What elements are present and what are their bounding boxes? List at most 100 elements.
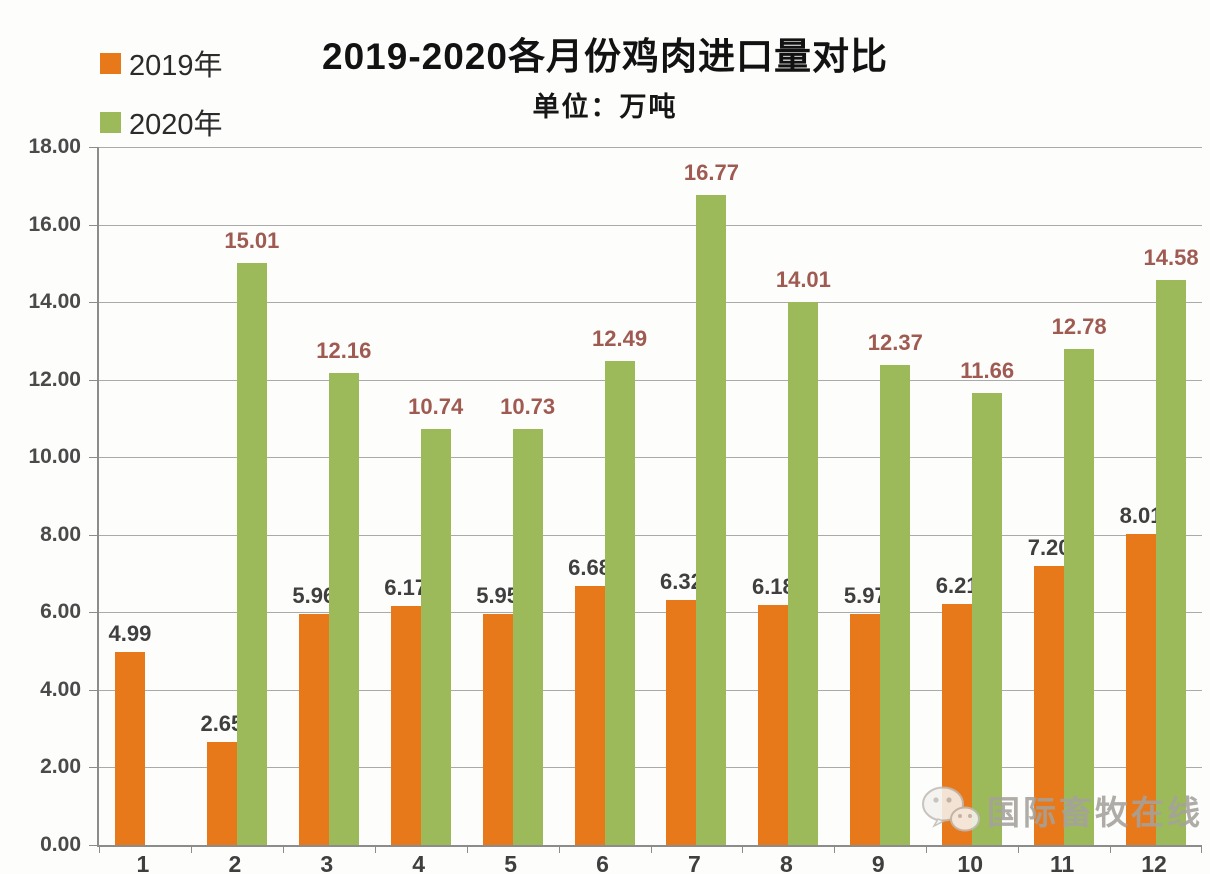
bar-2019年-month-3 [298, 613, 329, 845]
gridline-14 [99, 302, 1202, 304]
bar-label-2019年-month-10: 6.21 [935, 573, 979, 599]
y-axis-tick [89, 224, 98, 226]
bar-label-2020年-month-11: 12.78 [1051, 314, 1107, 340]
gridline-4 [99, 689, 1202, 691]
bar-2019年-month-8 [758, 605, 789, 845]
bar-2019年-month-7 [666, 599, 697, 845]
x-tick-label-month-4: 4 [412, 851, 426, 874]
x-axis: 1 2 3 4 5 6 7 8 9 10 11 12 [97, 851, 1200, 874]
bar-2020年-month-10 [972, 392, 1003, 845]
bar-label-2020年-month-7: 16.77 [683, 159, 739, 185]
bar-label-2020年-month-10: 11.66 [960, 357, 1015, 383]
y-tick-label: 10.00 [28, 445, 81, 469]
x-axis-tick [558, 845, 560, 853]
bar-2020年-month-7 [696, 194, 727, 845]
x-axis-tick [374, 845, 376, 853]
x-axis-tick [742, 845, 744, 853]
x-tick-label-month-8: 8 [779, 851, 793, 874]
y-tick-label: 16.00 [28, 212, 81, 236]
wechat-icon [922, 786, 980, 832]
x-tick-label-month-9: 9 [871, 851, 885, 874]
bar-label-2020年-month-6: 12.49 [592, 325, 648, 351]
bar-label-2020年-month-8: 14.01 [775, 266, 831, 292]
x-tick-label-month-2: 2 [228, 851, 242, 874]
x-axis-tick [190, 845, 192, 853]
x-axis-tick [99, 845, 100, 853]
x-tick-label-month-10: 10 [957, 851, 983, 874]
x-tick-label-month-11: 11 [1049, 851, 1075, 874]
x-axis-tick [282, 845, 284, 853]
chart-legend: 2019年 2020年 [100, 42, 223, 143]
bar-2020年-month-4 [420, 428, 451, 845]
gridline-16 [99, 224, 1202, 226]
bar-2019年-month-6 [574, 585, 605, 845]
x-axis-tick [834, 845, 836, 853]
bar-2019年-month-2 [206, 742, 237, 845]
y-axis-tick [89, 689, 98, 691]
legend-item-2020: 2020年 [100, 101, 223, 143]
y-tick-label: 6.00 [40, 600, 81, 624]
gridline-2 [99, 767, 1202, 769]
bar-2020年-month-3 [328, 373, 359, 845]
bar-label-2019年-month-1: 4.99 [108, 620, 152, 646]
bar-2020年-month-2 [236, 262, 267, 845]
y-tick-label: 8.00 [40, 522, 81, 546]
legend-item-2019: 2019年 [100, 42, 223, 84]
y-tick-label: 2.00 [40, 755, 81, 779]
gridline-18 [99, 147, 1202, 148]
y-tick-label: 18.00 [28, 135, 81, 158]
gridline-10 [99, 457, 1202, 459]
bar-2020年-month-11 [1064, 349, 1095, 845]
x-axis-tick [1110, 845, 1112, 853]
bar-2019年-month-9 [850, 613, 881, 845]
bar-2020年-month-9 [880, 365, 911, 845]
y-axis-tick [89, 302, 98, 304]
legend-label-2019: 2019年 [129, 50, 223, 82]
y-axis-tick [89, 457, 98, 459]
x-axis-tick [1201, 845, 1202, 853]
bar-2019年-month-1 [114, 651, 145, 845]
x-axis-tick [466, 845, 468, 853]
bar-2020年-month-6 [604, 360, 635, 845]
x-tick-label-month-7: 7 [688, 851, 701, 874]
y-tick-label: 14.00 [28, 290, 81, 314]
x-tick-label-month-6: 6 [596, 851, 609, 874]
bar-2020年-month-8 [788, 301, 819, 845]
gridline-12 [99, 379, 1202, 381]
y-tick-label: 0.00 [40, 833, 81, 856]
gridline-8 [99, 534, 1202, 536]
bar-label-2019年-month-2: 2.65 [200, 711, 244, 737]
y-tick-label: 12.00 [28, 367, 81, 391]
bar-label-2019年-month-12: 8.01 [1119, 503, 1163, 529]
y-tick-label: 4.00 [40, 677, 81, 701]
x-tick-label-month-12: 12 [1141, 851, 1167, 874]
x-axis-tick [926, 845, 928, 853]
watermark: 国际畜牧在线 [920, 784, 1203, 836]
bar-label-2019年-month-11: 7.20 [1027, 534, 1071, 560]
bar-2019年-month-4 [390, 605, 421, 845]
y-axis-tick [89, 612, 98, 614]
y-axis-tick [89, 379, 98, 381]
bar-label-2020年-month-9: 12.37 [867, 330, 923, 356]
bar-label-2020年-month-5: 10.73 [500, 393, 556, 419]
y-axis-tick [89, 534, 98, 536]
bar-label-2019年-month-8: 6.18 [751, 574, 795, 600]
x-tick-label-month-3: 3 [320, 851, 334, 874]
bar-label-2020年-month-12: 14.58 [1143, 244, 1199, 270]
y-axis-tick [89, 147, 98, 148]
y-axis: 0.00 2.00 4.00 6.00 8.00 10.00 12.00 14.00 16.00… [0, 135, 97, 856]
bar-2019年-month-11 [1034, 565, 1065, 845]
bar-label-2019年-month-7: 6.32 [660, 568, 703, 594]
x-tick-label-month-1: 1 [136, 851, 150, 874]
bar-label-2019年-month-9: 5.97 [843, 582, 887, 608]
y-axis-tick [89, 767, 98, 769]
legend-swatch-2019-icon [100, 52, 121, 74]
bar-label-2019年-month-6: 6.68 [568, 554, 611, 580]
bar-2019年-month-5 [482, 614, 513, 845]
x-tick-label-month-5: 5 [504, 851, 517, 874]
bar-label-2020年-month-4: 10.74 [408, 393, 464, 419]
x-axis-tick [650, 845, 652, 853]
bar-2020年-month-12 [1156, 279, 1187, 845]
y-axis-tick [89, 845, 98, 846]
